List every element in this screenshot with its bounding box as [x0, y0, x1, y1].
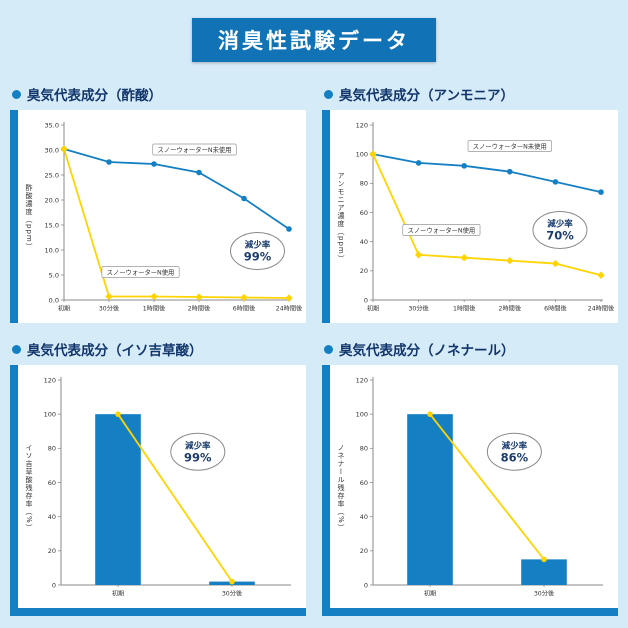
chart-panel: 酢酸濃度（ppm） 0.0 5.0 10.0 15.0 20.0 25.0 30.0 35.0…: [10, 110, 306, 323]
chart-section-ammonia: 臭気代表成分（アンモニア） アンモニア濃度（ppm） 0 20 40 60 80 100 1…: [322, 84, 618, 323]
svg-text:スノーウォーターN使用: スノーウォーターN使用: [107, 267, 175, 276]
svg-text:20.0: 20.0: [45, 196, 59, 204]
svg-text:2時間後: 2時間後: [499, 305, 522, 313]
svg-text:120: 120: [356, 376, 368, 384]
svg-text:初期: 初期: [367, 305, 379, 313]
svg-text:5.0: 5.0: [49, 271, 59, 279]
chart-heading: 臭気代表成分（アンモニア）: [324, 84, 618, 104]
svg-text:30分後: 30分後: [534, 590, 555, 598]
svg-text:60: 60: [48, 479, 56, 487]
svg-text:初期: 初期: [112, 590, 124, 598]
svg-text:初期: 初期: [424, 590, 436, 598]
y-axis-label: ノネナール残存率（%）: [337, 443, 345, 532]
chart-heading-label: 臭気代表成分（イソ吉草酸）: [27, 343, 203, 359]
svg-text:15.0: 15.0: [45, 221, 59, 229]
svg-text:30.0: 30.0: [45, 146, 59, 154]
svg-text:20: 20: [360, 267, 368, 275]
svg-text:30分後: 30分後: [408, 305, 429, 313]
chart-panel: ノネナール残存率（%） 0 20 40 60 80 100 120 初期 30分後 減少率 86%: [322, 365, 618, 616]
acetic-acid-chart: 0.0 5.0 10.0 15.0 20.0 25.0 30.0 35.0 初期 30分後 1時間後…: [45, 121, 302, 313]
chart-heading-label: 臭気代表成分（ノネナール）: [339, 343, 515, 359]
chart-section-acetic-acid: 臭気代表成分（酢酸） 酢酸濃度（ppm） 0.0 5.0 10.0 15.0 20.0 2…: [10, 84, 306, 323]
svg-text:2時間後: 2時間後: [188, 305, 211, 313]
svg-text:99%: 99%: [184, 450, 212, 464]
chart-heading: 臭気代表成分（イソ吉草酸）: [12, 339, 306, 359]
svg-text:100: 100: [356, 150, 368, 158]
chart-section-nonenal: 臭気代表成分（ノネナール） ノネナール残存率（%） 0 20 40 60 80 100 12…: [322, 339, 618, 616]
svg-text:減少率: 減少率: [547, 219, 573, 230]
page-title-box: 消臭性試験データ: [192, 18, 436, 62]
svg-text:24時間後: 24時間後: [588, 305, 614, 313]
svg-text:10.0: 10.0: [45, 246, 59, 254]
bullet-icon: [324, 344, 333, 354]
svg-text:1時間後: 1時間後: [453, 305, 476, 313]
chart-heading: 臭気代表成分（ノネナール）: [324, 339, 618, 359]
svg-text:25.0: 25.0: [45, 171, 59, 179]
svg-text:減少率: 減少率: [245, 240, 271, 251]
page-title: 消臭性試験データ: [218, 29, 410, 53]
svg-text:20: 20: [48, 547, 56, 555]
chart-heading-label: 臭気代表成分（アンモニア）: [339, 88, 514, 104]
svg-text:30分後: 30分後: [222, 590, 243, 598]
svg-text:70%: 70%: [546, 229, 574, 243]
chart-heading: 臭気代表成分（酢酸）: [12, 84, 306, 104]
svg-text:120: 120: [356, 121, 368, 129]
svg-text:35.0: 35.0: [45, 121, 59, 129]
y-axis-label: 酢酸濃度（ppm）: [25, 184, 33, 251]
svg-text:99%: 99%: [244, 250, 272, 264]
svg-text:80: 80: [48, 445, 56, 453]
svg-text:30分後: 30分後: [99, 305, 120, 313]
svg-text:スノーウォーターN未使用: スノーウォーターN未使用: [158, 145, 232, 154]
svg-text:100: 100: [44, 410, 56, 418]
bullet-icon: [12, 344, 21, 354]
svg-text:0: 0: [364, 581, 368, 589]
ammonia-chart: 0 20 40 60 80 100 120 初期 30分後 1時間後 2時間後 6時間後 24時間後 スノ…: [356, 121, 614, 313]
svg-text:60: 60: [360, 209, 368, 217]
svg-text:スノーウォーターN使用: スノーウォーターN使用: [408, 225, 476, 234]
svg-text:減少率: 減少率: [185, 440, 211, 451]
bullet-icon: [324, 89, 333, 99]
chart-heading-label: 臭気代表成分（酢酸）: [27, 88, 162, 104]
chart-panel: アンモニア濃度（ppm） 0 20 40 60 80 100 120 初期 30分後 1時間後 2時…: [322, 110, 618, 323]
svg-text:6時間後: 6時間後: [544, 305, 567, 313]
svg-text:86%: 86%: [501, 450, 529, 464]
svg-text:40: 40: [48, 513, 56, 521]
svg-text:スノーウォーターN未使用: スノーウォーターN未使用: [473, 141, 547, 150]
y-axis-label: イソ吉草酸残存率（%）: [25, 443, 33, 532]
svg-text:0: 0: [364, 296, 368, 304]
svg-text:初期: 初期: [58, 305, 70, 313]
svg-text:0.0: 0.0: [49, 296, 59, 304]
svg-text:6時間後: 6時間後: [233, 305, 256, 313]
svg-text:40: 40: [360, 238, 368, 246]
svg-text:100: 100: [356, 410, 368, 418]
svg-text:1時間後: 1時間後: [143, 305, 166, 313]
charts-grid: 臭気代表成分（酢酸） 酢酸濃度（ppm） 0.0 5.0 10.0 15.0 20.0 2…: [10, 84, 618, 616]
svg-text:0: 0: [52, 581, 56, 589]
svg-text:80: 80: [360, 445, 368, 453]
svg-text:減少率: 減少率: [502, 440, 528, 451]
svg-text:80: 80: [360, 180, 368, 188]
y-axis-label: アンモニア濃度（ppm）: [337, 172, 345, 263]
svg-text:120: 120: [44, 376, 56, 384]
svg-text:24時間後: 24時間後: [276, 305, 302, 313]
svg-text:60: 60: [360, 479, 368, 487]
svg-text:40: 40: [360, 513, 368, 521]
chart-panel: イソ吉草酸残存率（%） 0 20 40 60 80 100 120 初期 30分後 減少率 99%: [10, 365, 306, 616]
chart-section-isovaleric-acid: 臭気代表成分（イソ吉草酸） イソ吉草酸残存率（%） 0 20 40 60 80 100 12…: [10, 339, 306, 616]
bullet-icon: [12, 89, 21, 99]
svg-text:20: 20: [360, 547, 368, 555]
